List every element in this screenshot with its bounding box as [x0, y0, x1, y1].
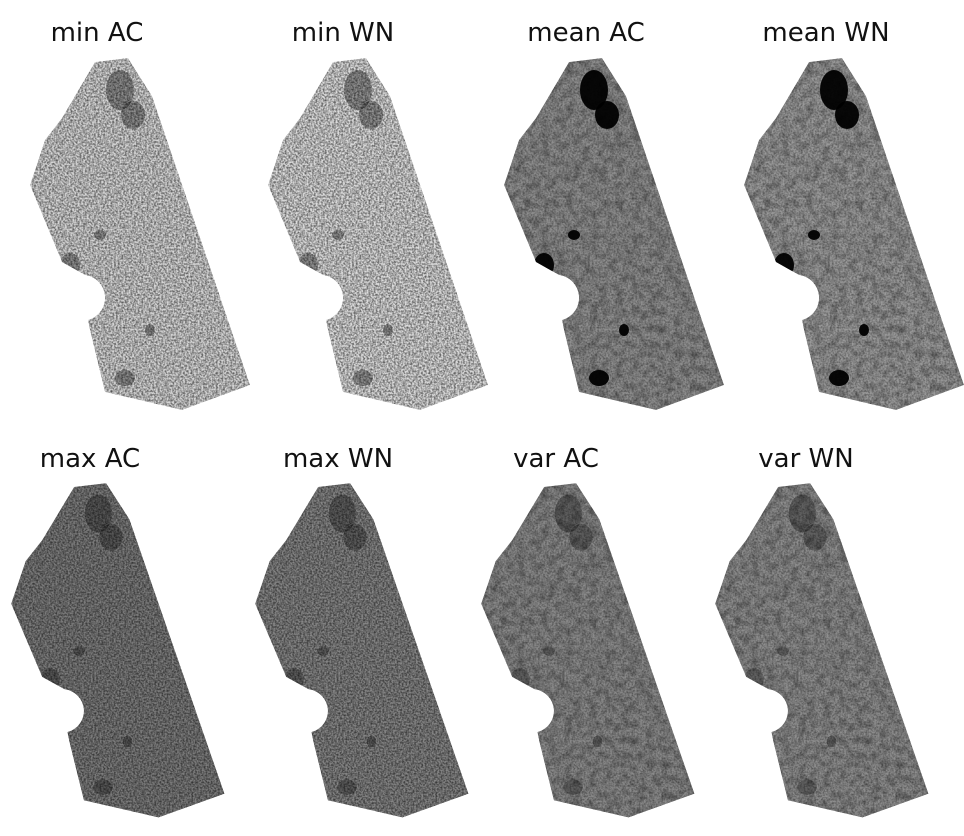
- dark-patch: [774, 253, 794, 277]
- image-panel: [481, 483, 694, 817]
- image-panel: [255, 483, 468, 817]
- dark-patch: [534, 253, 554, 277]
- dark-patch: [827, 736, 837, 747]
- page: {"panels": [ {"label": "min AC"}, {"labe…: [0, 0, 964, 836]
- dark-patch: [744, 668, 763, 691]
- image-content: [504, 58, 724, 410]
- image-content: [255, 483, 468, 817]
- dark-patch: [777, 647, 789, 657]
- image-content: [268, 58, 488, 410]
- dark-patch: [593, 736, 603, 747]
- panel-label: min WN: [292, 18, 394, 48]
- dark-patch: [835, 101, 859, 129]
- dark-patch: [353, 370, 373, 386]
- image-panel: [268, 58, 488, 410]
- dark-patch: [595, 101, 619, 129]
- dark-patch: [343, 524, 366, 551]
- image-panel: [744, 58, 964, 410]
- image-panel: [30, 58, 250, 410]
- dark-patch: [367, 736, 377, 747]
- dark-patch: [73, 647, 85, 657]
- dark-patch: [99, 524, 122, 551]
- dark-patch: [145, 324, 155, 336]
- dark-patch: [332, 230, 344, 240]
- image-panel: [504, 58, 724, 410]
- panel-label: max WN: [283, 444, 393, 474]
- image-content: [481, 483, 694, 817]
- dark-patch: [60, 253, 80, 277]
- dark-patch: [94, 780, 113, 795]
- dark-patch: [808, 230, 820, 240]
- image-panel: [715, 483, 928, 817]
- dark-patch: [115, 370, 135, 386]
- dark-patch: [829, 370, 849, 386]
- image-panel: [11, 483, 224, 817]
- dark-patch: [298, 253, 318, 277]
- image-content: [30, 58, 250, 410]
- dark-patch: [589, 370, 609, 386]
- panel-label: min AC: [51, 18, 144, 48]
- dark-patch: [338, 780, 357, 795]
- dark-patch: [859, 324, 869, 336]
- dark-patch: [569, 524, 592, 551]
- panel-label: mean WN: [762, 18, 889, 48]
- dark-patch: [94, 230, 106, 240]
- dark-patch: [317, 647, 329, 657]
- panel-label: var WN: [758, 444, 853, 474]
- dark-patch: [798, 780, 817, 795]
- image-content: [715, 483, 928, 817]
- dark-patch: [543, 647, 555, 657]
- dark-patch: [121, 101, 145, 129]
- panel-label: mean AC: [527, 18, 644, 48]
- dark-patch: [123, 736, 133, 747]
- dark-patch: [40, 668, 59, 691]
- panel-label: var AC: [513, 444, 599, 474]
- panel-label: max AC: [40, 444, 140, 474]
- image-content: [744, 58, 964, 410]
- dark-patch: [510, 668, 529, 691]
- dark-patch: [284, 668, 303, 691]
- dark-patch: [803, 524, 826, 551]
- dark-patch: [383, 324, 393, 336]
- figure: min AC min WN mean AC mean WN max AC max WN va…: [0, 0, 964, 836]
- dark-patch: [564, 780, 583, 795]
- dark-patch: [568, 230, 580, 240]
- dark-patch: [359, 101, 383, 129]
- image-content: [11, 483, 224, 817]
- dark-patch: [619, 324, 629, 336]
